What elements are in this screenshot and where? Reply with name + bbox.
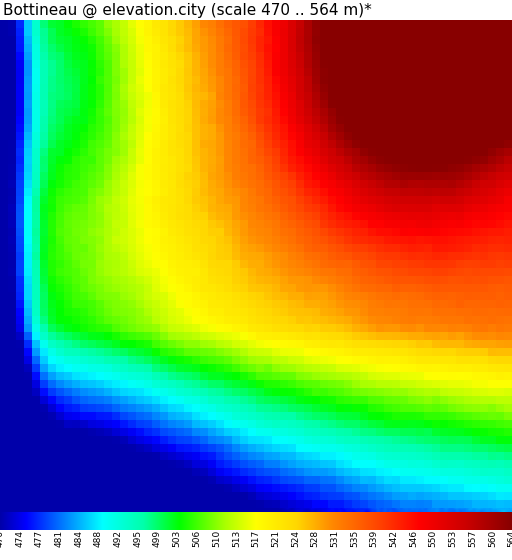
Text: 503: 503: [173, 530, 182, 547]
Text: 477: 477: [35, 530, 44, 547]
Text: 506: 506: [193, 530, 201, 547]
Text: 524: 524: [291, 530, 300, 547]
Text: 481: 481: [55, 530, 63, 547]
Text: 539: 539: [370, 530, 379, 547]
Text: 550: 550: [429, 530, 438, 547]
Text: 521: 521: [271, 530, 280, 547]
Text: 528: 528: [311, 530, 319, 547]
Text: 495: 495: [133, 530, 142, 547]
Text: 517: 517: [251, 530, 261, 547]
Text: 535: 535: [350, 530, 359, 547]
Text: 553: 553: [449, 530, 457, 547]
Text: 470: 470: [0, 530, 5, 547]
Text: 531: 531: [330, 530, 339, 547]
Text: 484: 484: [74, 530, 83, 547]
Text: 564: 564: [507, 530, 512, 547]
Text: 488: 488: [94, 530, 103, 547]
Text: 560: 560: [488, 530, 497, 547]
Text: 546: 546: [409, 530, 418, 547]
Text: 474: 474: [15, 530, 24, 547]
Text: 542: 542: [389, 530, 398, 547]
Text: 510: 510: [212, 530, 221, 547]
Text: Bottineau @ elevation.city (scale 470 .. 564 m)*: Bottineau @ elevation.city (scale 470 ..…: [3, 3, 371, 18]
Text: 492: 492: [114, 530, 123, 547]
Text: 557: 557: [468, 530, 477, 547]
Text: 513: 513: [232, 530, 241, 547]
Text: 499: 499: [153, 530, 162, 547]
